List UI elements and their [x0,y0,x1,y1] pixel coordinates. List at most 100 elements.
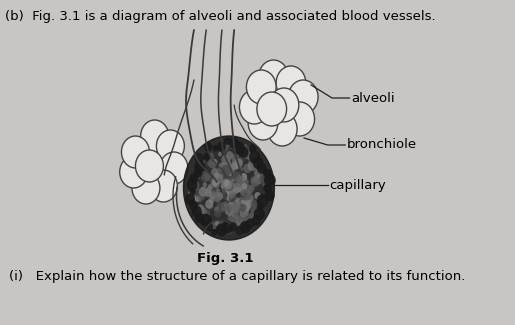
Circle shape [231,154,239,162]
Circle shape [264,181,270,188]
Circle shape [231,202,241,213]
Circle shape [240,173,247,181]
Circle shape [200,205,211,216]
Circle shape [122,136,149,168]
Circle shape [233,141,245,154]
Circle shape [264,174,276,187]
Circle shape [233,171,242,181]
Circle shape [228,183,233,188]
Circle shape [257,163,267,174]
Circle shape [244,193,254,204]
Circle shape [229,137,239,149]
Circle shape [197,204,204,212]
Circle shape [196,175,200,179]
Circle shape [214,210,221,217]
Circle shape [209,223,214,229]
Circle shape [263,182,268,188]
Circle shape [199,187,208,197]
Circle shape [234,204,240,211]
Circle shape [235,159,243,168]
Circle shape [197,196,202,202]
Circle shape [216,192,223,200]
Circle shape [149,170,177,202]
Circle shape [189,180,199,191]
Circle shape [206,162,210,166]
Text: bronchiole: bronchiole [347,138,417,151]
Circle shape [250,200,258,208]
Circle shape [231,186,238,195]
Circle shape [220,178,228,187]
Circle shape [221,143,230,153]
Circle shape [195,152,204,164]
Circle shape [226,182,234,191]
Circle shape [231,193,237,200]
Circle shape [216,202,226,213]
Circle shape [225,155,231,163]
Circle shape [224,203,228,208]
Circle shape [248,156,252,161]
Circle shape [254,168,263,179]
Circle shape [232,204,236,208]
Circle shape [244,217,248,222]
Circle shape [238,181,247,192]
Circle shape [257,203,264,211]
Circle shape [222,179,230,188]
Circle shape [238,198,247,208]
Circle shape [257,92,287,126]
Circle shape [239,90,269,124]
Circle shape [213,145,219,151]
Circle shape [222,180,227,186]
Circle shape [260,198,267,205]
Circle shape [211,168,218,176]
Circle shape [246,70,276,104]
Circle shape [217,142,226,151]
Circle shape [227,151,233,159]
Circle shape [210,152,214,157]
Circle shape [209,204,214,210]
Circle shape [222,221,233,233]
Circle shape [251,216,257,223]
Circle shape [232,183,241,193]
Circle shape [191,186,200,197]
Circle shape [190,173,199,183]
Circle shape [245,185,253,194]
Circle shape [231,161,239,170]
Circle shape [211,221,218,229]
Circle shape [228,214,235,222]
Circle shape [229,171,238,181]
Circle shape [224,179,232,189]
Circle shape [216,188,220,193]
Circle shape [249,144,256,153]
Circle shape [229,191,235,199]
Circle shape [194,195,200,202]
Circle shape [211,190,216,196]
Circle shape [229,178,234,185]
Circle shape [263,169,271,178]
Circle shape [276,66,306,100]
Circle shape [239,207,249,217]
Circle shape [201,187,205,192]
Circle shape [221,175,229,184]
Circle shape [245,146,254,157]
Circle shape [231,204,237,212]
Circle shape [259,175,266,182]
Circle shape [220,184,225,189]
Circle shape [229,222,237,231]
Circle shape [285,102,315,136]
Circle shape [192,205,202,217]
Circle shape [208,184,213,189]
Circle shape [132,172,160,204]
Circle shape [243,199,252,209]
Circle shape [221,172,231,183]
Circle shape [248,106,278,140]
Circle shape [188,191,192,195]
Circle shape [225,164,235,176]
Circle shape [141,120,168,152]
Circle shape [209,154,214,159]
Circle shape [248,160,257,171]
Text: (i)   Explain how the structure of a capillary is related to its function.: (i) Explain how the structure of a capil… [9,270,465,283]
Circle shape [211,179,216,185]
Text: alveoli: alveoli [351,92,395,105]
Circle shape [213,180,220,188]
Circle shape [234,174,243,184]
